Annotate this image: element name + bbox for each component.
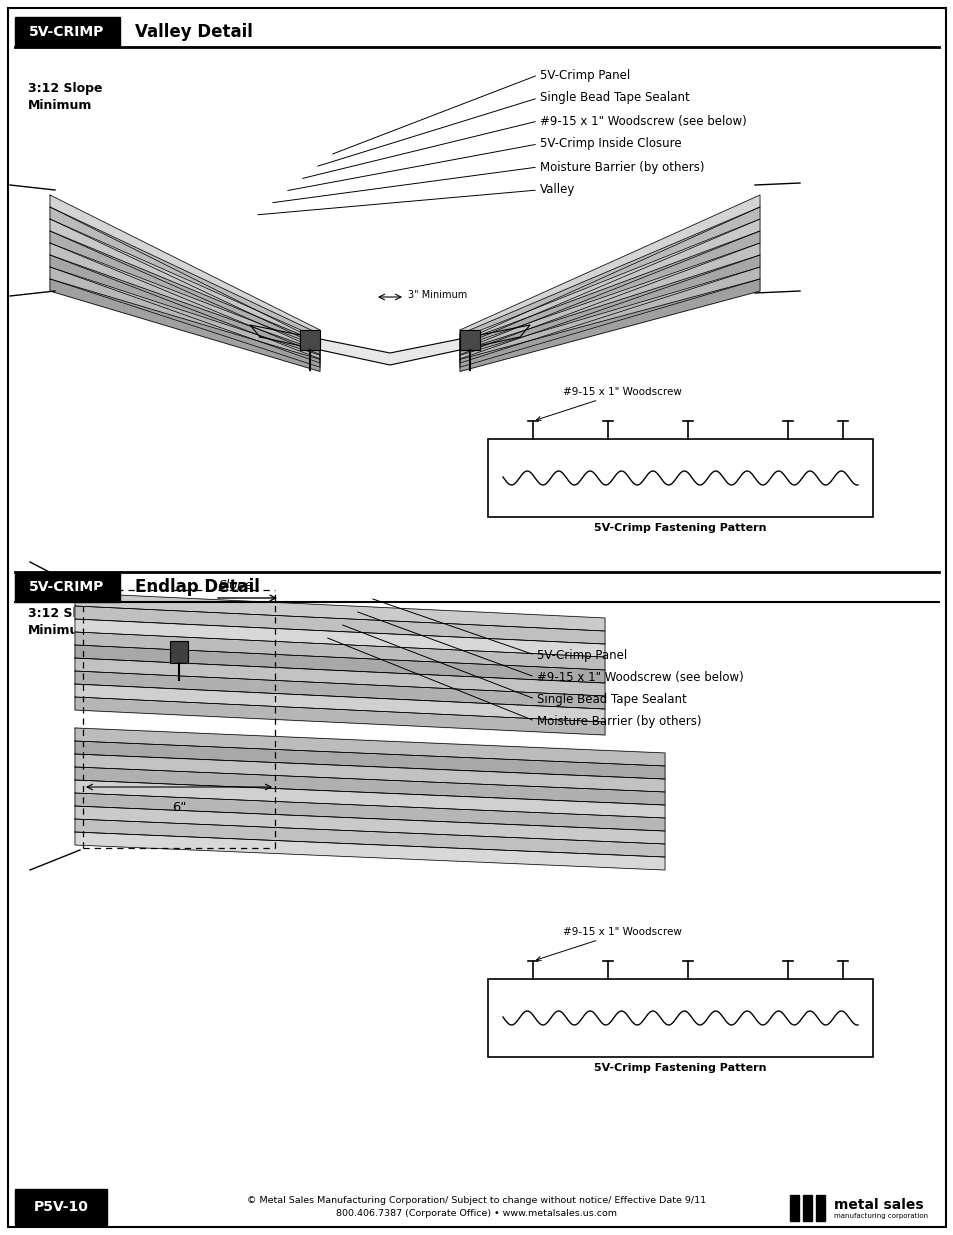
Polygon shape: [75, 658, 604, 697]
Polygon shape: [459, 207, 760, 346]
Polygon shape: [75, 832, 664, 869]
Bar: [299, 330, 319, 350]
Polygon shape: [250, 325, 530, 366]
Polygon shape: [459, 267, 760, 367]
Polygon shape: [75, 606, 604, 643]
Text: 3:12 Slope
Minimum: 3:12 Slope Minimum: [28, 606, 102, 637]
Polygon shape: [50, 231, 319, 354]
Bar: [459, 330, 479, 350]
Polygon shape: [75, 793, 664, 831]
Polygon shape: [75, 727, 664, 766]
Polygon shape: [75, 741, 664, 779]
Bar: [15, 17, 120, 47]
Polygon shape: [50, 267, 319, 367]
Text: Valley: Valley: [539, 184, 575, 196]
Bar: [15, 1189, 107, 1225]
Text: Endlap Detail: Endlap Detail: [135, 578, 259, 597]
Bar: [170, 641, 188, 663]
Polygon shape: [459, 243, 760, 359]
Text: 5V-CRIMP: 5V-CRIMP: [30, 580, 105, 594]
Polygon shape: [459, 231, 760, 354]
Polygon shape: [50, 254, 319, 363]
Polygon shape: [75, 781, 664, 818]
Text: 6": 6": [172, 802, 186, 814]
Text: 5V-CRIMP: 5V-CRIMP: [30, 25, 105, 40]
Text: Moisture Barrier (by others): Moisture Barrier (by others): [539, 161, 703, 173]
Polygon shape: [459, 195, 760, 342]
Polygon shape: [75, 755, 664, 792]
Text: #9-15 x 1" Woodscrew (see below): #9-15 x 1" Woodscrew (see below): [539, 115, 746, 127]
Text: Slope: Slope: [219, 579, 253, 592]
Bar: [15, 572, 120, 601]
Bar: [488, 438, 872, 517]
Text: 5V-Crimp Fastening Pattern: 5V-Crimp Fastening Pattern: [594, 1063, 766, 1073]
Text: Single Bead Tape Sealant: Single Bead Tape Sealant: [537, 693, 686, 705]
Bar: [789, 1195, 799, 1221]
Polygon shape: [459, 254, 760, 363]
Polygon shape: [50, 219, 319, 351]
Text: 5V-Crimp Panel: 5V-Crimp Panel: [537, 648, 626, 662]
Text: manufacturing corporation: manufacturing corporation: [833, 1213, 927, 1219]
Text: P5V-10: P5V-10: [33, 1200, 89, 1214]
Polygon shape: [75, 593, 604, 631]
Polygon shape: [50, 207, 319, 346]
Polygon shape: [50, 195, 319, 342]
Text: Moisture Barrier (by others): Moisture Barrier (by others): [537, 715, 700, 727]
Bar: [815, 1195, 824, 1221]
Text: 3:12 Slope
Minimum: 3:12 Slope Minimum: [28, 82, 102, 112]
Polygon shape: [75, 697, 604, 735]
Bar: [488, 979, 872, 1057]
Text: 3" Minimum: 3" Minimum: [408, 290, 467, 300]
Text: Valley Detail: Valley Detail: [135, 23, 253, 41]
Polygon shape: [75, 684, 604, 722]
Text: #9-15 x 1" Woodscrew (see below): #9-15 x 1" Woodscrew (see below): [537, 671, 743, 683]
Polygon shape: [75, 645, 604, 683]
Text: © Metal Sales Manufacturing Corporation/ Subject to change without notice/ Effec: © Metal Sales Manufacturing Corporation/…: [247, 1195, 706, 1218]
Polygon shape: [459, 279, 760, 372]
Polygon shape: [459, 219, 760, 351]
Polygon shape: [50, 243, 319, 359]
Polygon shape: [75, 767, 664, 805]
Text: metal sales: metal sales: [833, 1198, 923, 1212]
Text: 5V-Crimp Inside Closure: 5V-Crimp Inside Closure: [539, 137, 680, 151]
Text: Single Bead Tape Sealant: Single Bead Tape Sealant: [539, 91, 689, 105]
Polygon shape: [75, 806, 664, 844]
Text: 5V-Crimp Panel: 5V-Crimp Panel: [539, 68, 630, 82]
Polygon shape: [50, 279, 319, 372]
Text: #9-15 x 1" Woodscrew: #9-15 x 1" Woodscrew: [537, 927, 681, 961]
Bar: [802, 1195, 811, 1221]
Polygon shape: [75, 619, 604, 657]
Polygon shape: [75, 671, 604, 709]
Polygon shape: [75, 632, 604, 671]
Text: 5V-Crimp Fastening Pattern: 5V-Crimp Fastening Pattern: [594, 522, 766, 534]
Polygon shape: [75, 819, 664, 857]
Text: #9-15 x 1" Woodscrew: #9-15 x 1" Woodscrew: [537, 387, 681, 420]
